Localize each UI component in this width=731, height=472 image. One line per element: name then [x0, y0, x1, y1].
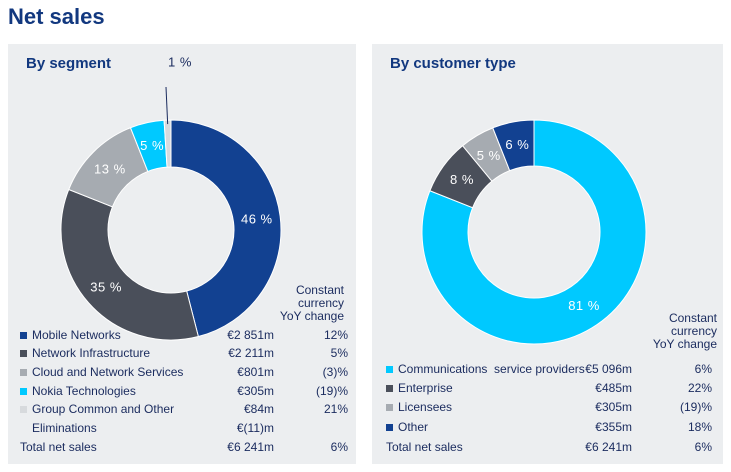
legend-change: 12% — [323, 328, 348, 342]
legend-swatch — [20, 406, 27, 413]
donut-slice-label: 35 % — [90, 280, 122, 295]
legend-row-licensees: Licensees €305m (19)% — [386, 400, 718, 416]
segment-panel-title: By segment — [26, 55, 112, 72]
donut-slice-label: 5 % — [477, 148, 501, 163]
legend-value: €(11)m — [236, 421, 274, 435]
total-row: Total net sales €6 241m 6% — [386, 440, 718, 456]
donut-slice-label: 1 % — [168, 55, 192, 70]
legend-swatch — [386, 404, 393, 411]
segment-donut-chart: 46 % 35 % 13 % 5 % 1 % — [60, 55, 282, 341]
legend-swatch — [20, 332, 27, 339]
legend-swatch — [20, 388, 27, 395]
page-title: Net sales — [8, 4, 105, 29]
legend-value: €801m — [237, 365, 274, 379]
legend-label: Cloud and Network Services — [32, 365, 184, 379]
legend-label: Nokia Technologies — [32, 384, 136, 398]
customer-column-header: Constant currency YoY change — [653, 312, 717, 351]
legend-value: €84m — [243, 402, 274, 416]
column-header-line: currency — [670, 324, 717, 338]
legend-change: 18% — [687, 420, 712, 434]
total-row: Total net sales €6 241m 6% — [20, 440, 348, 456]
legend-swatch — [386, 385, 393, 392]
donut-slice-network-infrastructure — [60, 188, 199, 341]
legend-change: 6% — [694, 362, 712, 376]
column-header-line: YoY change — [652, 337, 717, 351]
donut-slice-label: 6 % — [505, 137, 529, 152]
donut-slice-other — [492, 119, 535, 172]
segment-panel: By segment 46 % 35 % 13 % 5 % 1 % Constant c… — [8, 44, 356, 464]
donut-slice-label: 5 % — [140, 138, 164, 153]
legend-value: €2 211m — [228, 346, 274, 360]
column-header-line: YoY change — [279, 309, 344, 323]
donut-slice-label: 46 % — [241, 212, 273, 227]
legend-change: 5% — [330, 346, 348, 360]
total-change: 6% — [694, 440, 712, 454]
customer-type-donut-chart: 81 % 8 %5 % 6 % — [421, 119, 647, 345]
column-header-line: Constant — [668, 311, 717, 325]
legend-label: Licensees — [398, 400, 453, 414]
legend-label: Other — [398, 420, 429, 434]
legend-label: Eliminations — [32, 421, 97, 435]
segment-column-header: Constant currency YoY change — [280, 284, 344, 323]
legend-label: Communications service providers — [398, 362, 585, 376]
total-value: €6 241m — [227, 440, 274, 454]
legend-label: Group Common and Other — [32, 402, 175, 416]
donut-slice-mobile-networks — [170, 119, 282, 338]
legend-swatch — [386, 366, 393, 373]
legend-row-csp: Communications service providers €5 096m… — [386, 362, 718, 378]
legend-value: €305m — [595, 400, 632, 414]
customer-type-panel-title: By customer type — [390, 55, 516, 72]
column-header-line: Constant — [295, 283, 344, 297]
legend-change: 21% — [323, 402, 348, 416]
legend-row-group-common: Group Common and Other €84m 21% — [20, 402, 348, 418]
total-label: Total net sales — [20, 440, 97, 454]
total-change: 6% — [330, 440, 348, 454]
column-header-line: currency — [297, 296, 344, 310]
legend-value: €355m — [595, 420, 632, 434]
legend-row-other: Other €355m 18% — [386, 420, 718, 436]
donut-slice-communications-service-providers — [421, 119, 647, 345]
legend-row-cloud-network-services: Cloud and Network Services €801m (3)% — [20, 365, 348, 381]
legend-row-enterprise: Enterprise €485m 22% — [386, 381, 718, 397]
legend-swatch — [386, 424, 393, 431]
legend-label: Network Infrastructure — [32, 346, 151, 360]
legend-swatch — [20, 350, 27, 357]
donut-slice-group-common-and-other — [163, 119, 172, 168]
total-label: Total net sales — [386, 440, 463, 454]
donut-slice-label: 13 % — [94, 161, 126, 176]
donut-leader-line — [165, 86, 169, 125]
legend-row-network-infrastructure: Network Infrastructure €2 211m 5% — [20, 346, 348, 362]
legend-label: Mobile Networks — [32, 328, 121, 342]
total-value: €6 241m — [585, 440, 632, 454]
customer-type-panel: By customer type 81 % 8 % 5 % 6 % Constant … — [372, 44, 723, 464]
donut-slice-label: 8 % — [450, 172, 474, 187]
legend-row-mobile-networks: Mobile Networks €2 851m 12% — [20, 328, 348, 344]
legend-label: Enterprise — [398, 381, 453, 395]
legend-value: €305m — [237, 384, 274, 398]
legend-change: (19)% — [679, 400, 712, 414]
legend-value: €485m — [595, 381, 632, 395]
legend-row-nokia-technologies: Nokia Technologies €305m (19)% — [20, 384, 348, 400]
legend-change: (19)% — [315, 384, 348, 398]
donut-slice-label: 81 % — [568, 298, 600, 313]
legend-swatch — [20, 369, 27, 376]
legend-value: €2 851m — [227, 328, 274, 342]
legend-row-eliminations: Eliminations €(11)m — [20, 421, 348, 437]
legend-value: €5 096m — [585, 362, 632, 376]
legend-change: (3)% — [322, 365, 348, 379]
legend-change: 22% — [687, 381, 712, 395]
